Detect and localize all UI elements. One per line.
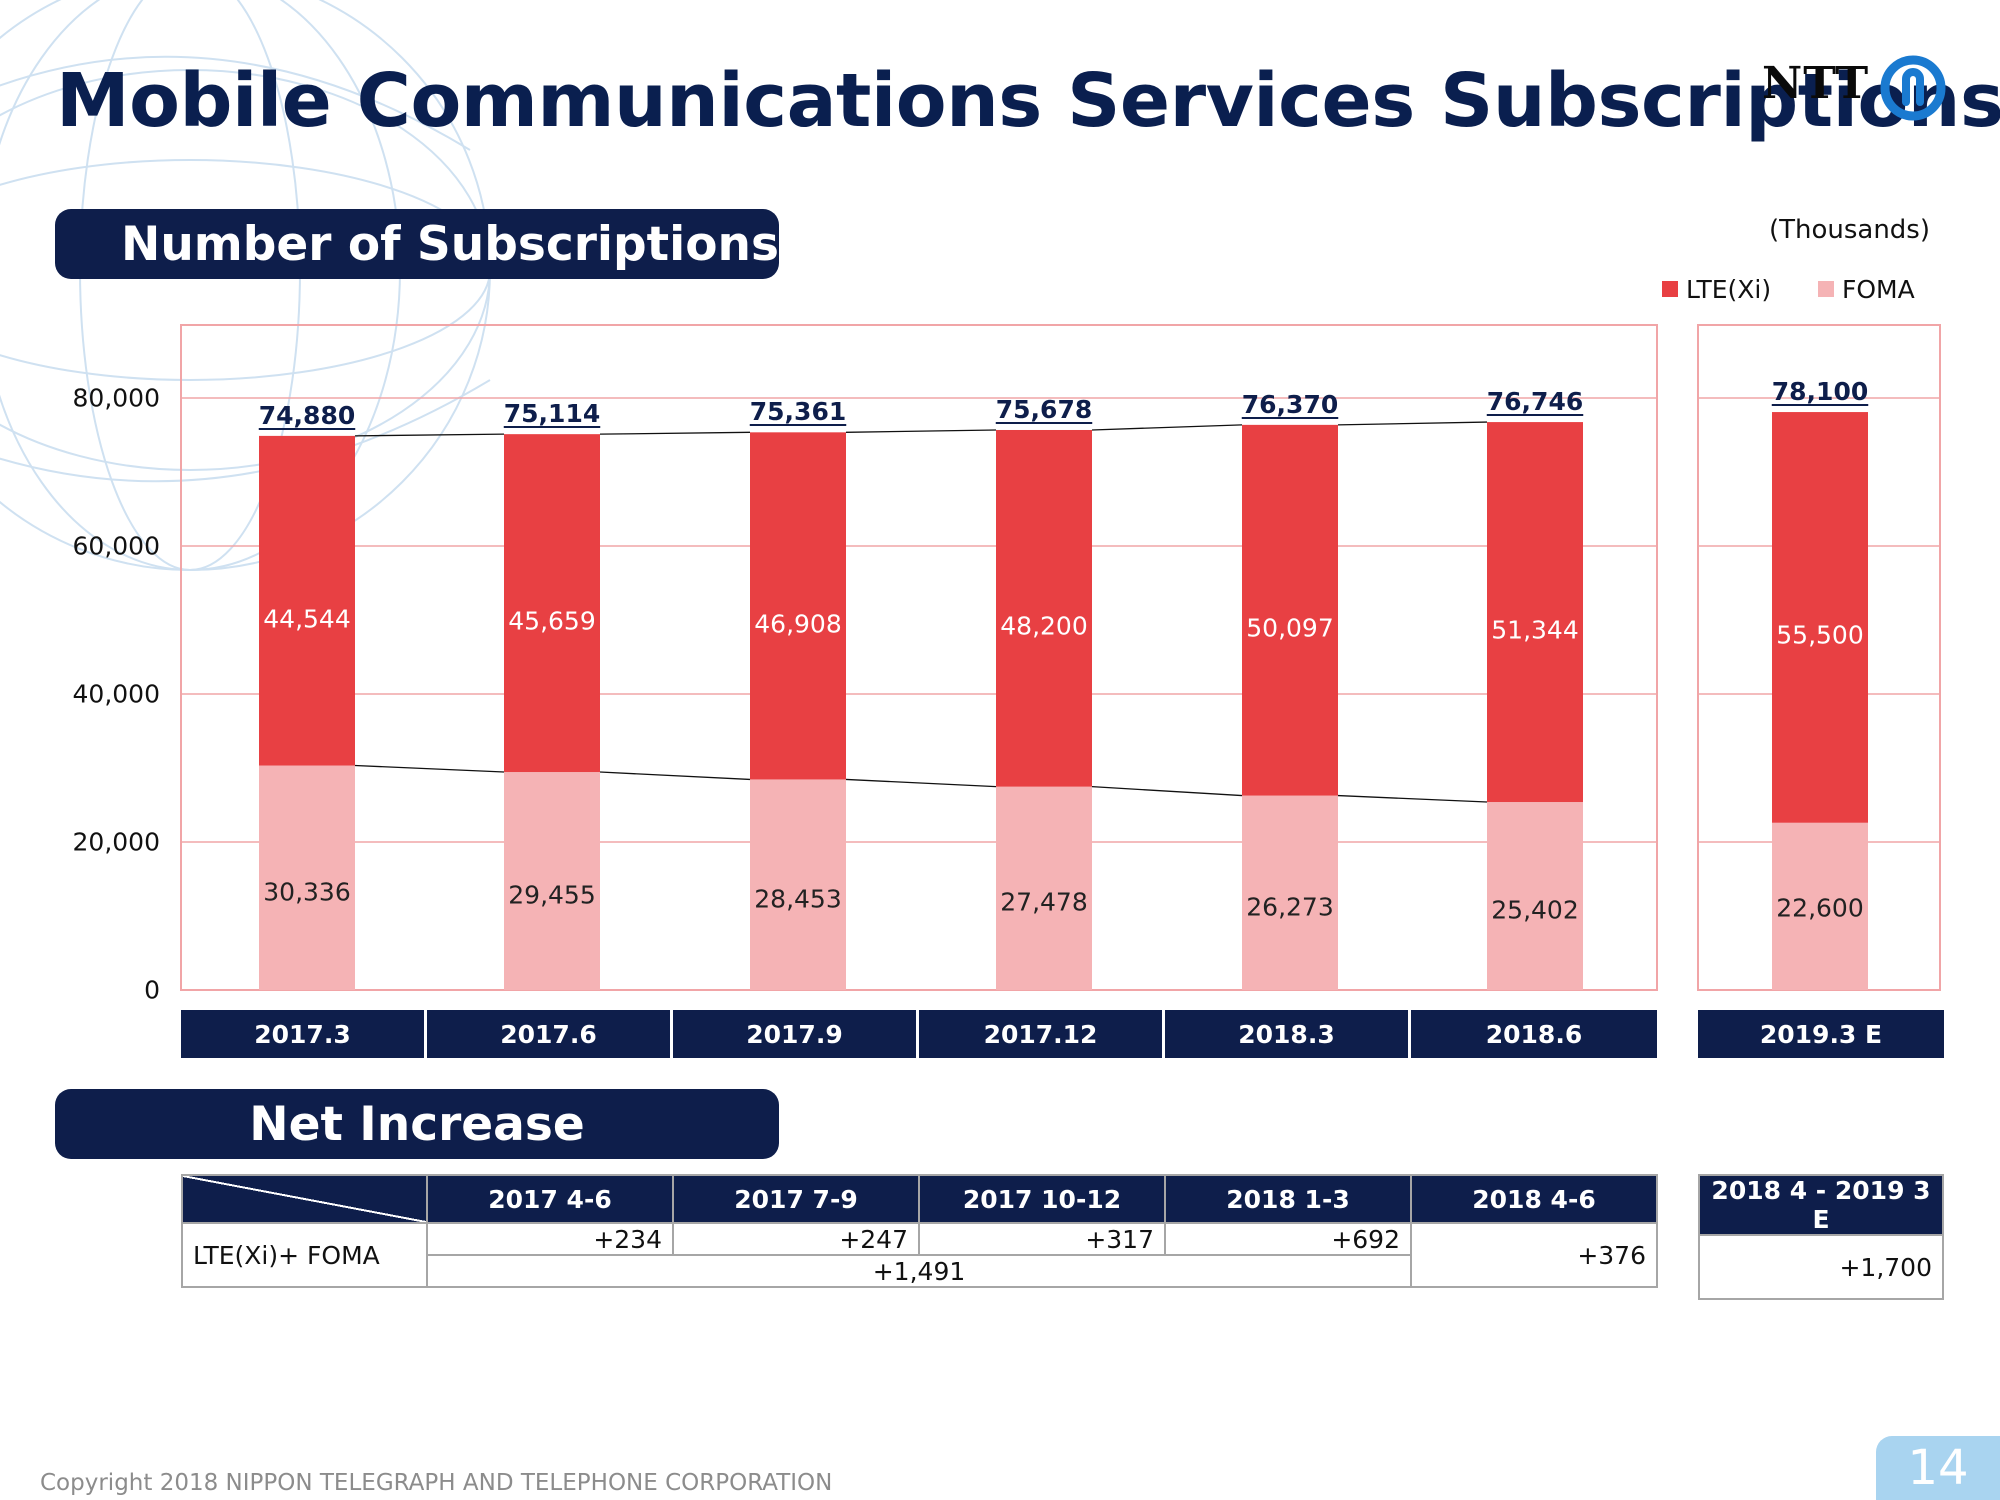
data-label-lte: 46,908 [754,609,842,639]
net-increase-forecast-table: 2018 4 - 2019 3 E +1,700 [1698,1174,1944,1300]
bar-lte [1487,422,1583,803]
table-cell-fy-sum: +1,491 [426,1254,1412,1288]
x-category-label: 2018.3 [1165,1010,1408,1058]
connector-line-foma [1091,786,1243,797]
y-tick-label: 20,000 [72,827,160,857]
data-label-total: 78,100 [1771,377,1869,407]
ntt-emblem-icon [1880,55,1946,121]
legend-label-foma: FOMA [1842,274,1915,304]
connector-line-total [599,431,751,435]
x-category-label: 2018.6 [1411,1010,1657,1058]
table-cell-2017-7-9: +247 [672,1222,920,1256]
x-category-label: 2017.9 [673,1010,916,1058]
bar-lte [1242,424,1338,796]
connector-line-foma [1337,794,1488,803]
bar-lte [259,435,355,766]
connector-line-total [1091,424,1243,431]
data-label-lte: 44,544 [263,604,351,634]
units-label: (Thousands) [1768,215,1930,245]
bar-foma [750,779,846,990]
bar-foma [1242,795,1338,990]
table-header-2017-4-6: 2017 4-6 [426,1174,674,1224]
data-label-lte: 50,097 [1246,613,1334,643]
x-category-label: 2017.6 [427,1010,670,1058]
table-row-label: LTE(Xi)+ FOMA [181,1222,428,1288]
legend-item-foma: FOMA [1818,272,1915,306]
bar-lte [504,434,600,773]
data-label-total: 75,678 [995,394,1093,424]
data-label-total: 75,361 [749,397,847,427]
connector-line-foma [599,771,751,781]
y-tick-label: 80,000 [72,383,160,413]
data-label-foma: 30,336 [263,877,351,907]
data-label-lte: 55,500 [1776,620,1864,650]
x-category-label: 2017.3 [181,1010,424,1058]
bar-lte [750,432,846,780]
bar-foma [1487,802,1583,990]
x-category-label: 2019.3 E [1698,1010,1944,1058]
connector-line-total [354,433,505,437]
page-number: 14 [1876,1436,2000,1500]
net-increase-table: 2017 4-6 2017 7-9 2017 10-12 2018 1-3 20… [181,1174,1658,1288]
connector-line-total [845,429,997,433]
table-cell-forecast: +1,700 [1698,1234,1944,1300]
table-cell-2017-4-6: +234 [426,1222,674,1256]
bar-foma [1772,822,1868,990]
section-banner-net-increase: Net Increase [55,1089,779,1159]
table-header-2018-1-3: 2018 1-3 [1164,1174,1412,1224]
table-cell-2018-4-6: +376 [1410,1222,1658,1288]
legend-swatch-foma [1818,281,1834,297]
plot-frame-0 [180,324,1658,991]
legend-item-lte: LTE(Xi) [1662,272,1771,306]
data-label-foma: 29,455 [508,880,596,910]
y-tick-label: 0 [144,975,160,1005]
data-label-lte: 51,344 [1491,615,1579,645]
page-title: Mobile Communications Services Subscript… [56,58,2000,144]
subscriptions-chart [180,324,1941,991]
data-label-foma: 26,273 [1246,892,1334,922]
bar-foma [259,765,355,990]
legend-swatch-lte [1662,281,1678,297]
company-logo: NTT [1762,54,1952,124]
table-header-2017-7-9: 2017 7-9 [672,1174,920,1224]
y-tick-label: 60,000 [72,531,160,561]
data-label-foma: 25,402 [1491,895,1579,925]
connector-line-foma [845,778,997,788]
data-label-total: 76,370 [1241,389,1339,419]
bar-lte [996,429,1092,787]
data-label-foma: 22,600 [1776,893,1864,923]
table-cell-2017-10-12: +317 [918,1222,1166,1256]
bar-foma [996,786,1092,990]
table-header-forecast: 2018 4 - 2019 3 E [1698,1174,1944,1236]
legend-label-lte: LTE(Xi) [1686,274,1772,304]
data-label-lte: 45,659 [508,606,596,636]
bar-foma [504,772,600,990]
data-label-lte: 48,200 [1000,611,1088,641]
table-corner-cell [181,1174,428,1224]
connector-line-foma [354,764,505,773]
x-category-label: 2017.12 [919,1010,1162,1058]
y-tick-label: 40,000 [72,679,160,709]
bar-lte [1772,412,1868,823]
section-banner-subscriptions: Number of Subscriptions [55,209,779,279]
copyright-footer: Copyright 2018 NIPPON TELEGRAPH AND TELE… [40,1470,833,1496]
connector-line-total [1337,421,1488,426]
data-label-foma: 27,478 [1000,887,1088,917]
data-label-foma: 28,453 [754,884,842,914]
logo-wordmark: NTT [1762,58,1870,109]
data-label-total: 76,746 [1486,387,1584,417]
table-cell-2018-1-3: +692 [1164,1222,1412,1256]
table-header-2017-10-12: 2017 10-12 [918,1174,1166,1224]
table-header-2018-4-6: 2018 4-6 [1410,1174,1658,1224]
data-label-total: 75,114 [503,399,601,429]
data-label-total: 74,880 [258,400,356,430]
